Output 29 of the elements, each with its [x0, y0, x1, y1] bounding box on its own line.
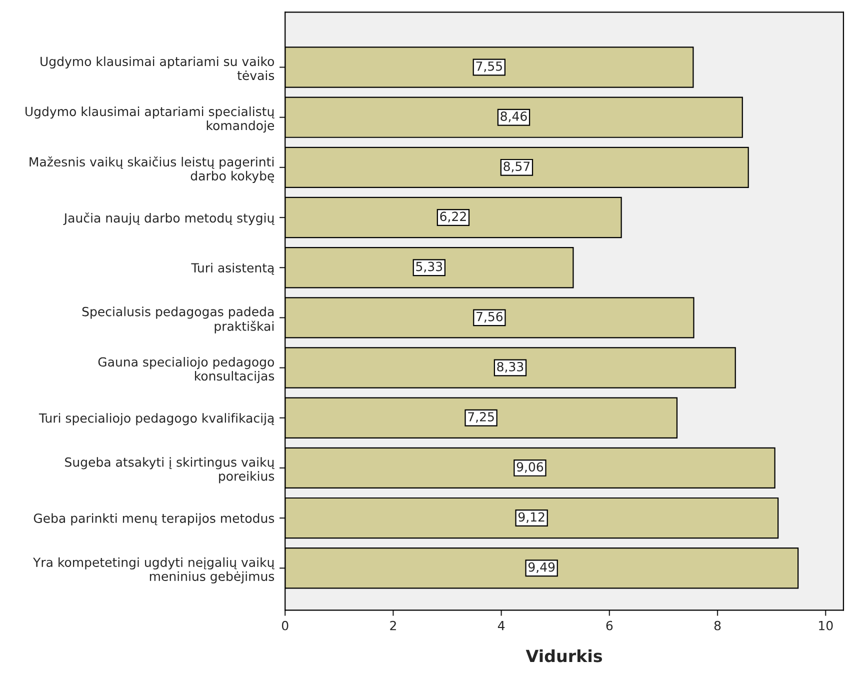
y-tick-label: Specialusis pedagogas padeda praktiškai	[82, 306, 274, 334]
x-tick-label: 6	[606, 620, 613, 630]
y-tick-label: Yra kompetetingi ugdyti neįgalių vaikų meninius gebėjimus	[33, 557, 274, 584]
y-tick-label: Sugeba atsakyti į skirtingus vaikų poreikius	[65, 457, 274, 484]
x-tick-label: 8	[714, 620, 721, 630]
x-axis-title: Vidurkis	[526, 649, 602, 662]
y-tick-label: Ugdymo klausimai aptariami su vaiko tėvais	[40, 56, 274, 80]
x-tick-label: 0	[282, 620, 288, 630]
data-label: 9,49	[528, 562, 555, 574]
y-tick-label: Geba parinkti menų terapijos metodus	[34, 513, 274, 526]
y-tick-label: Mažesnis vaikų skaičius leistų pagerinti darbo kokybę	[30, 156, 274, 183]
data-label: 7,25	[468, 412, 494, 423]
x-tick-label: 10	[819, 620, 833, 630]
data-label: 7,55	[476, 62, 502, 72]
data-label: 8,33	[497, 362, 524, 373]
y-tick-label: Gauna specialiojo pedagogo konsultacijas	[98, 356, 274, 384]
data-label: 8,57	[504, 162, 530, 172]
y-tick-label: Jaučia naujų darbo metodų stygių	[63, 212, 274, 226]
x-tick-label: 2	[390, 620, 396, 630]
data-label: 8,46	[500, 112, 527, 122]
data-label: 9,12	[518, 512, 544, 523]
y-tick-label: Turi specialiojo pedagogo kvalifikaciją	[38, 413, 274, 426]
x-tick-label: 4	[498, 621, 505, 630]
data-label: 5,33	[416, 262, 442, 272]
data-label: 9,06	[516, 462, 544, 473]
data-label: 6,22	[440, 212, 466, 222]
y-tick-label: Ugdymo klausimai aptariami specialistų komandoje	[26, 106, 274, 133]
y-tick-label: Turi asistentą	[191, 262, 274, 275]
data-label: 7,56	[476, 312, 503, 323]
